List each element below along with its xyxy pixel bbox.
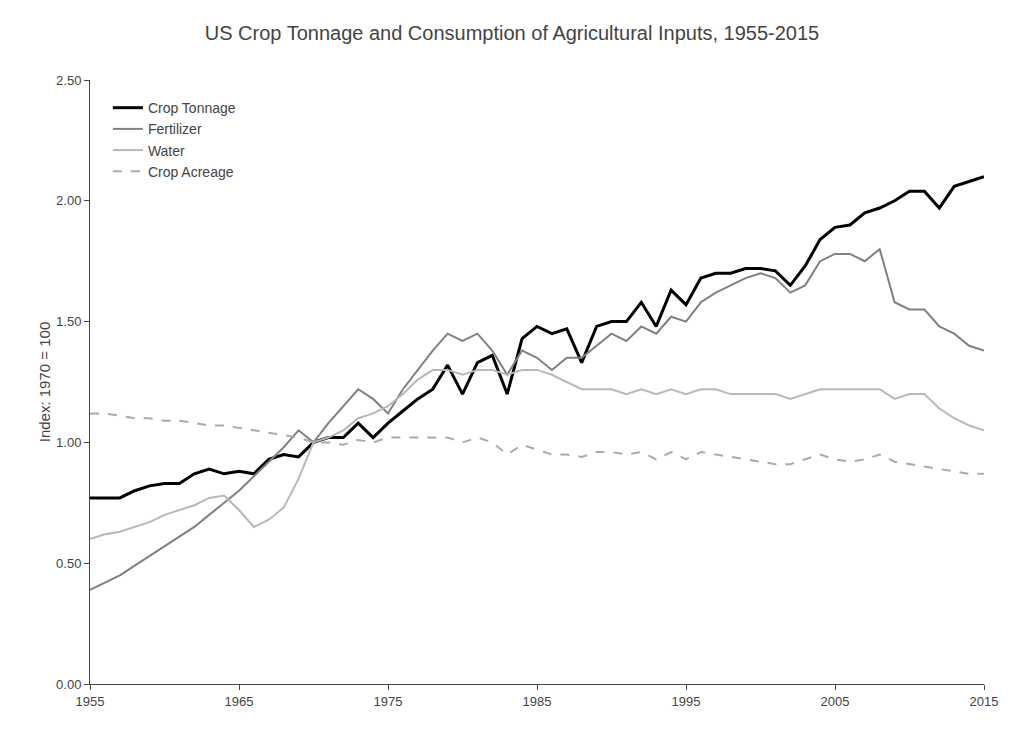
svg-text:US Crop Tonnage and Consumptio: US Crop Tonnage and Consumption of Agric… (205, 22, 819, 44)
svg-text:Crop Acreage: Crop Acreage (148, 164, 234, 180)
svg-text:1965: 1965 (225, 694, 254, 709)
svg-text:Fertilizer: Fertilizer (148, 121, 202, 137)
svg-text:2005: 2005 (821, 694, 850, 709)
svg-text:Index: 1970 = 100: Index: 1970 = 100 (36, 322, 53, 443)
svg-text:1955: 1955 (76, 694, 105, 709)
svg-text:0.00: 0.00 (56, 677, 81, 692)
svg-text:2.50: 2.50 (56, 73, 81, 88)
svg-text:Crop Tonnage: Crop Tonnage (148, 100, 236, 116)
svg-text:1.00: 1.00 (56, 435, 81, 450)
svg-text:1985: 1985 (523, 694, 552, 709)
svg-text:2.00: 2.00 (56, 193, 81, 208)
svg-text:Water: Water (148, 143, 185, 159)
svg-text:0.50: 0.50 (56, 556, 81, 571)
svg-text:1975: 1975 (374, 694, 403, 709)
svg-text:1.50: 1.50 (56, 314, 81, 329)
svg-text:1995: 1995 (672, 694, 701, 709)
svg-text:2015: 2015 (970, 694, 999, 709)
